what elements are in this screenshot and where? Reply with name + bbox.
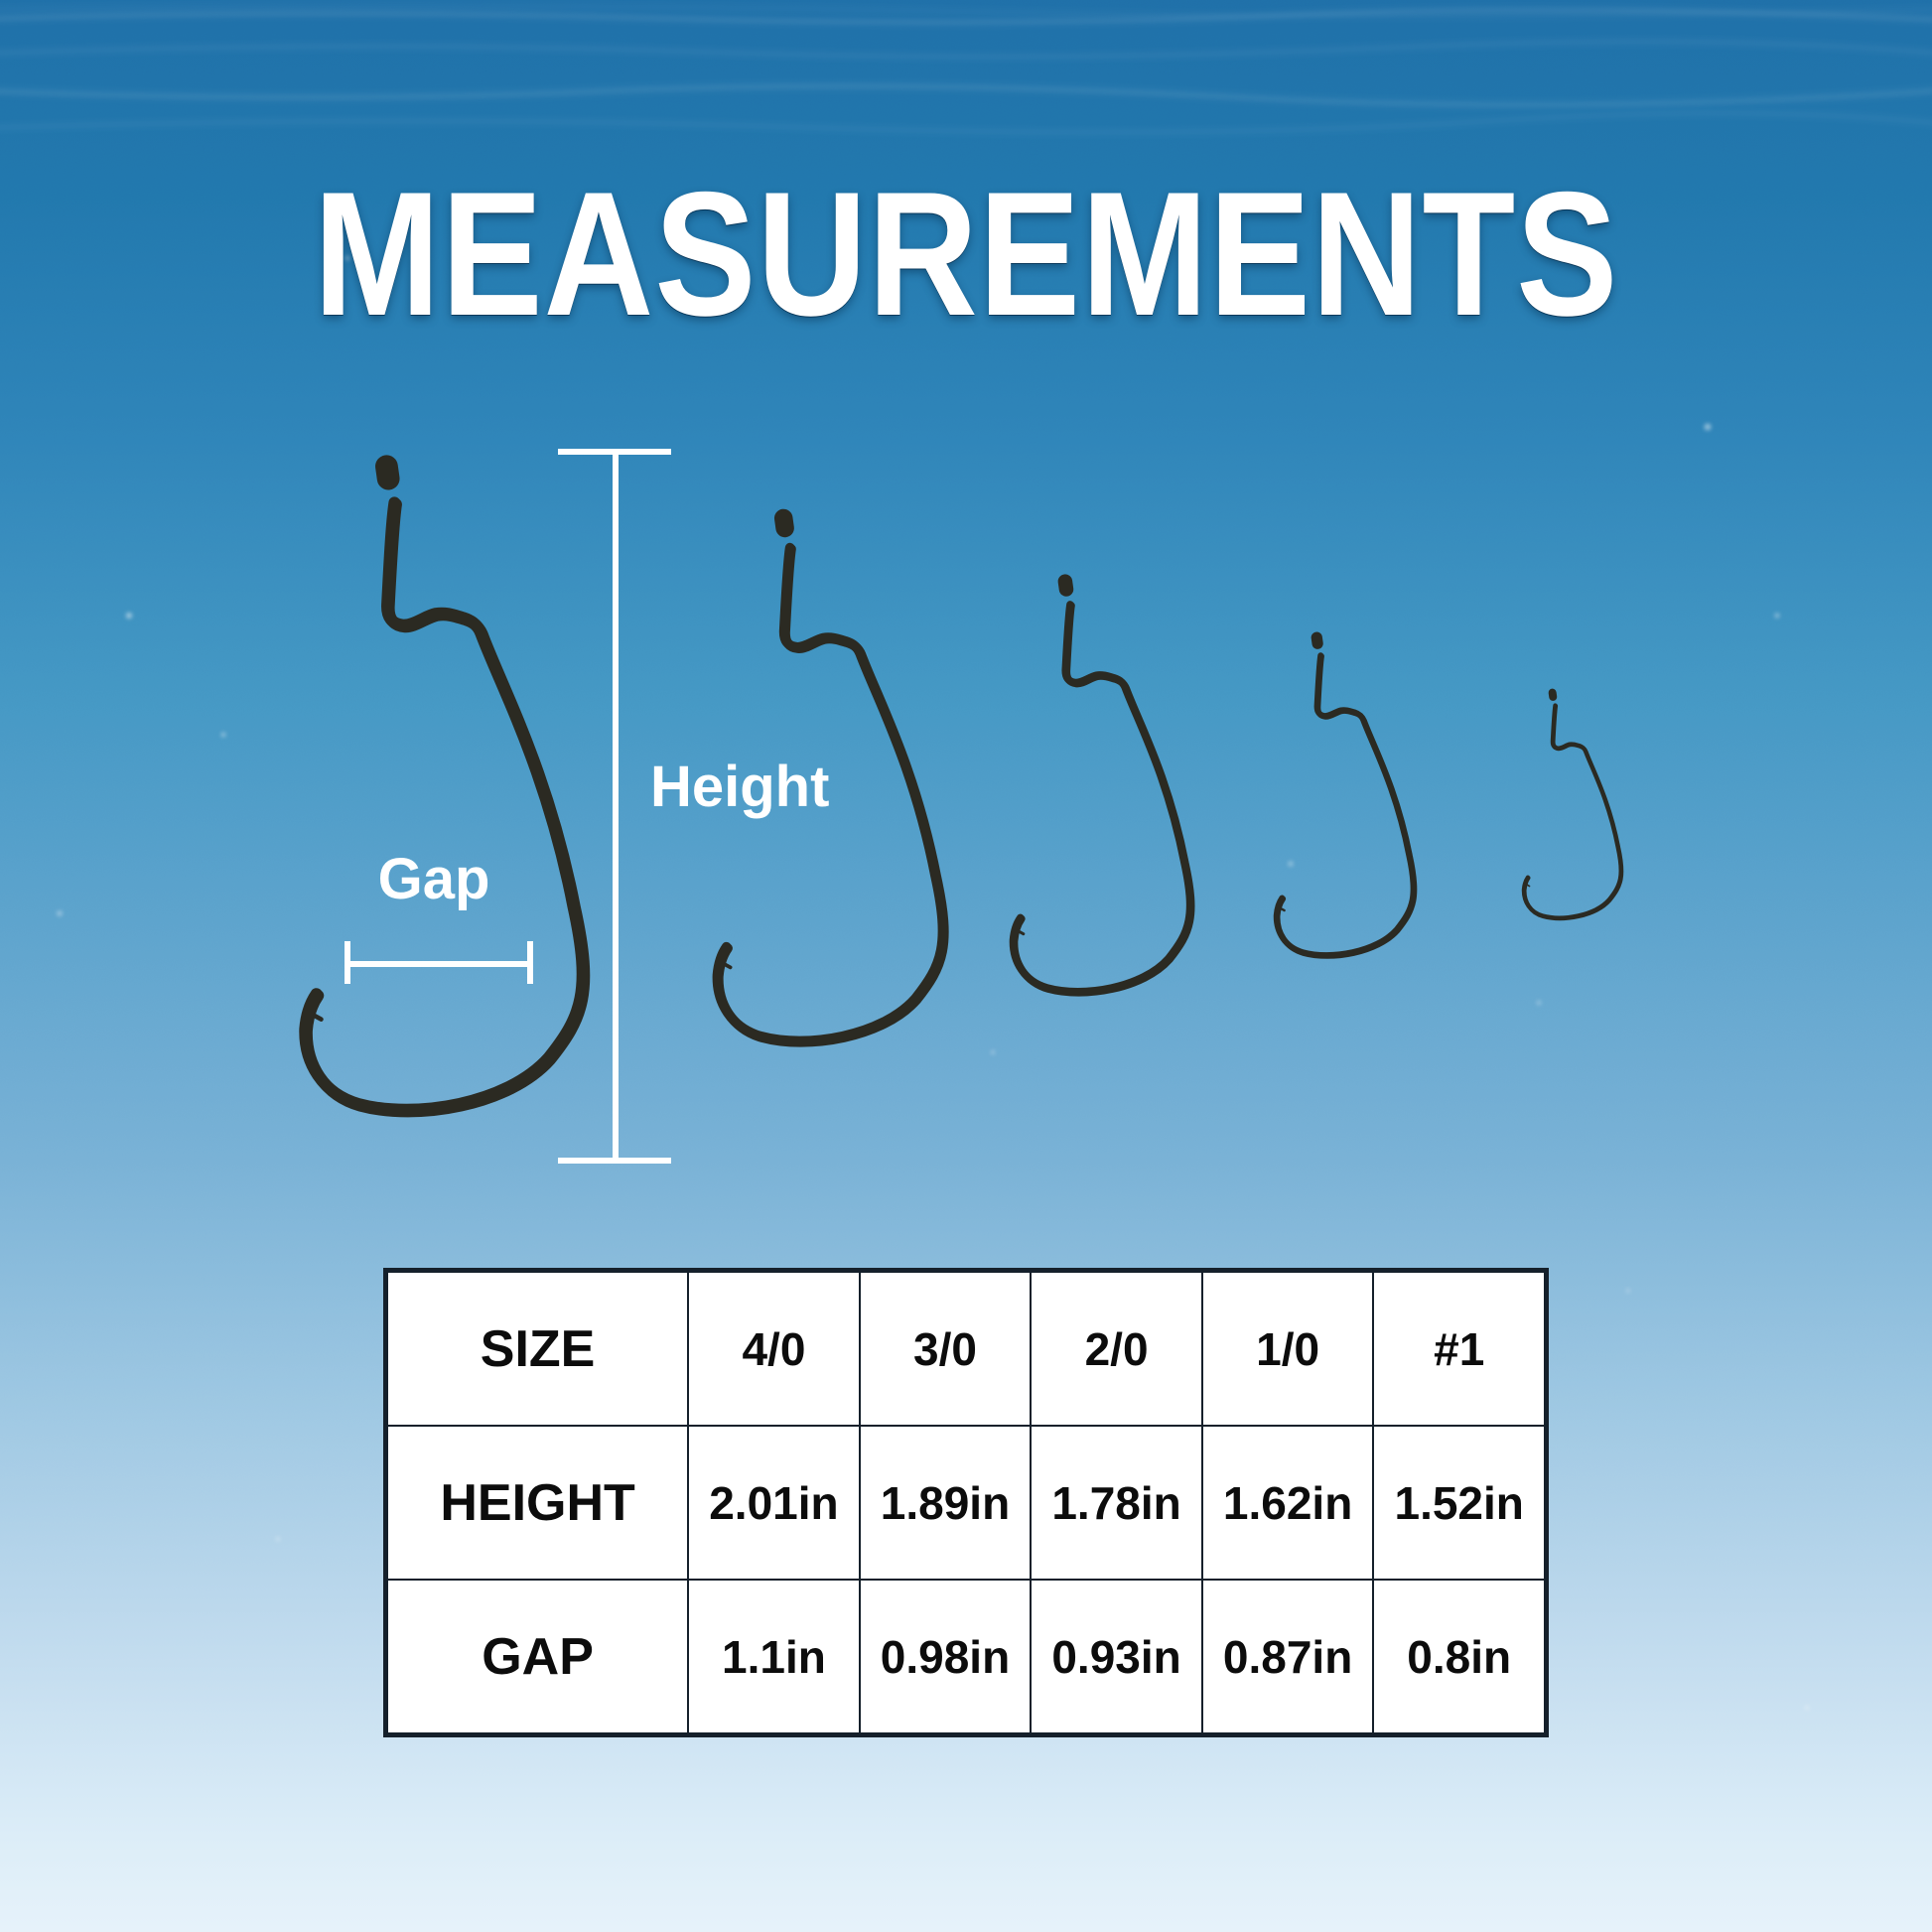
svg-text:Height: Height bbox=[650, 755, 829, 819]
svg-text:Gap: Gap bbox=[378, 847, 490, 911]
